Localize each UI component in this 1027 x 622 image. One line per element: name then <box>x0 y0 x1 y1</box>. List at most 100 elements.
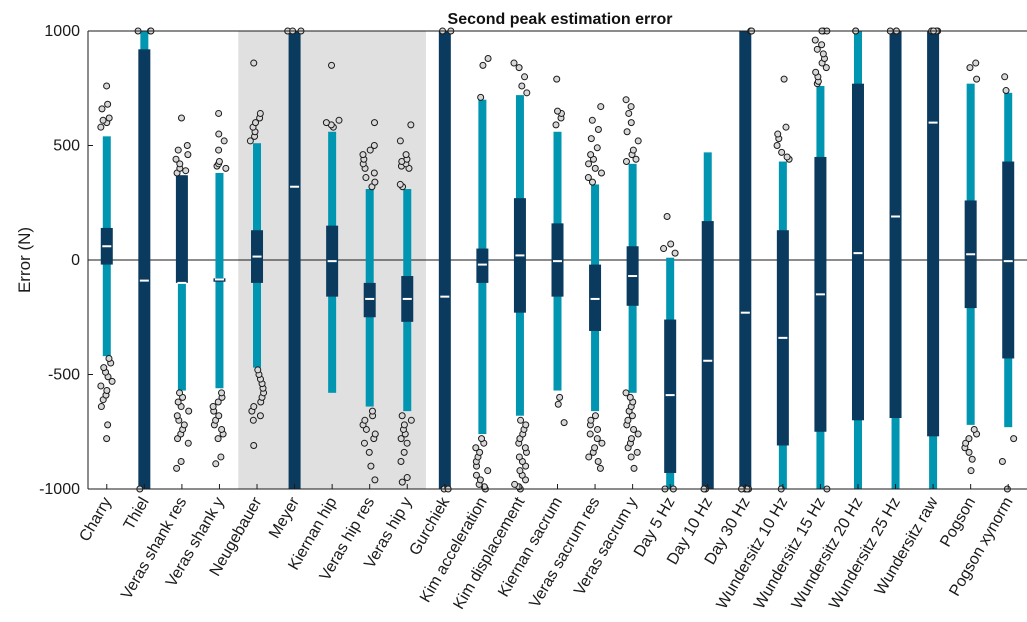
outlier-point <box>584 174 592 182</box>
outlier-point <box>476 476 484 484</box>
box-group-kiernan-hip <box>322 61 343 393</box>
outlier-point <box>360 439 368 447</box>
outlier-point <box>396 180 404 188</box>
box-group-veras-hip-y <box>396 121 415 486</box>
outlier-point <box>773 142 781 149</box>
outlier-point <box>250 59 258 67</box>
outlier-point <box>586 430 594 438</box>
outlier-point <box>522 462 530 470</box>
outlier-point <box>516 467 524 475</box>
outlier-point <box>370 169 378 177</box>
outlier-point <box>184 151 192 159</box>
outlier-point <box>370 142 378 149</box>
outlier-point <box>478 435 486 443</box>
iqr-box <box>476 248 489 283</box>
outlier-point <box>970 425 978 433</box>
box-group-veras-sacrum-y <box>622 96 642 472</box>
x-tick-label: Thiel <box>121 495 153 534</box>
outlier-point <box>214 435 222 443</box>
outlier-point <box>180 421 188 429</box>
outlier-point <box>105 354 113 362</box>
outlier-point <box>472 471 480 479</box>
outlier-point <box>322 119 330 127</box>
x-tick-label: Meyer <box>266 494 303 542</box>
iqr-box <box>138 49 151 489</box>
outlier-point <box>597 103 605 111</box>
outlier-point <box>215 146 223 154</box>
box-group-wundersitz-raw <box>927 27 942 489</box>
outlier-point <box>593 144 601 152</box>
outlier-point <box>1001 73 1009 81</box>
outlier-point <box>403 439 411 447</box>
box-group-veras-shank-res <box>172 114 193 472</box>
iqr-box <box>889 31 902 419</box>
iqr-box <box>589 264 602 331</box>
box-group-day-10-hz <box>700 152 714 493</box>
outlier-point <box>371 476 379 484</box>
outlier-point <box>523 89 531 97</box>
outlier-point <box>105 114 113 122</box>
outlier-point <box>634 137 642 145</box>
outlier-point <box>778 148 786 156</box>
box-group-kim-displacement <box>510 59 531 493</box>
outlier-point <box>632 155 640 163</box>
outlier-point <box>812 68 820 76</box>
outlier-point <box>521 444 529 452</box>
outlier-point <box>97 382 105 390</box>
box-group-meyer <box>284 27 305 489</box>
outlier-point <box>783 153 791 161</box>
box-group-veras-shank-y <box>209 109 230 468</box>
outlier-point <box>396 137 404 145</box>
outlier-point <box>215 412 223 420</box>
outlier-point <box>594 425 602 433</box>
iqr-box <box>288 31 301 489</box>
outlier-point <box>217 453 225 461</box>
outlier-point <box>553 75 561 83</box>
outlier-point <box>624 416 632 424</box>
outlier-point <box>998 458 1006 466</box>
outlier-point <box>479 61 487 69</box>
outlier-point <box>811 36 819 44</box>
outlier-point <box>359 151 367 159</box>
outlier-point <box>594 458 602 466</box>
chart-title: Second peak estimation error <box>448 11 673 28</box>
iqr-box <box>551 223 564 297</box>
outlier-point <box>398 412 406 420</box>
box-group-charry <box>97 82 116 443</box>
outlier-point <box>515 64 523 72</box>
outlier-point <box>622 158 630 166</box>
outlier-point <box>371 178 379 186</box>
iqr-box <box>363 282 376 318</box>
boxes-layer <box>97 27 1018 493</box>
outlier-point <box>218 389 226 397</box>
outlier-point <box>400 421 408 429</box>
outlier-point <box>182 167 190 175</box>
outlier-point <box>174 146 182 154</box>
y-tick-label: -1000 <box>39 481 80 498</box>
outlier-point <box>362 174 370 182</box>
outlier-point <box>397 435 405 443</box>
y-ticks-layer: -1000 -500 0 500 1000 <box>39 23 93 498</box>
outlier-point <box>1002 87 1010 95</box>
outlier-point <box>174 398 182 406</box>
outlier-point <box>968 455 976 463</box>
box-group-veras-sacrum-res <box>584 103 606 472</box>
outlier-point <box>591 412 599 420</box>
outlier-point <box>598 439 606 447</box>
box-group-kiernan-sacrum <box>551 75 568 427</box>
outlier-point <box>591 164 599 172</box>
outlier-point <box>256 412 264 420</box>
outlier-point <box>671 249 679 257</box>
outlier-point <box>97 123 105 131</box>
outlier-point <box>174 435 182 443</box>
y-tick-label: -500 <box>48 367 80 384</box>
outlier-point <box>222 164 230 172</box>
outlier-point <box>362 425 370 433</box>
outlier-point <box>972 59 980 67</box>
outlier-point <box>103 82 111 90</box>
y-axis-label: Error (N) <box>15 227 34 293</box>
outlier-point <box>556 393 564 401</box>
outlier-point <box>627 119 635 127</box>
outlier-point <box>967 467 975 475</box>
